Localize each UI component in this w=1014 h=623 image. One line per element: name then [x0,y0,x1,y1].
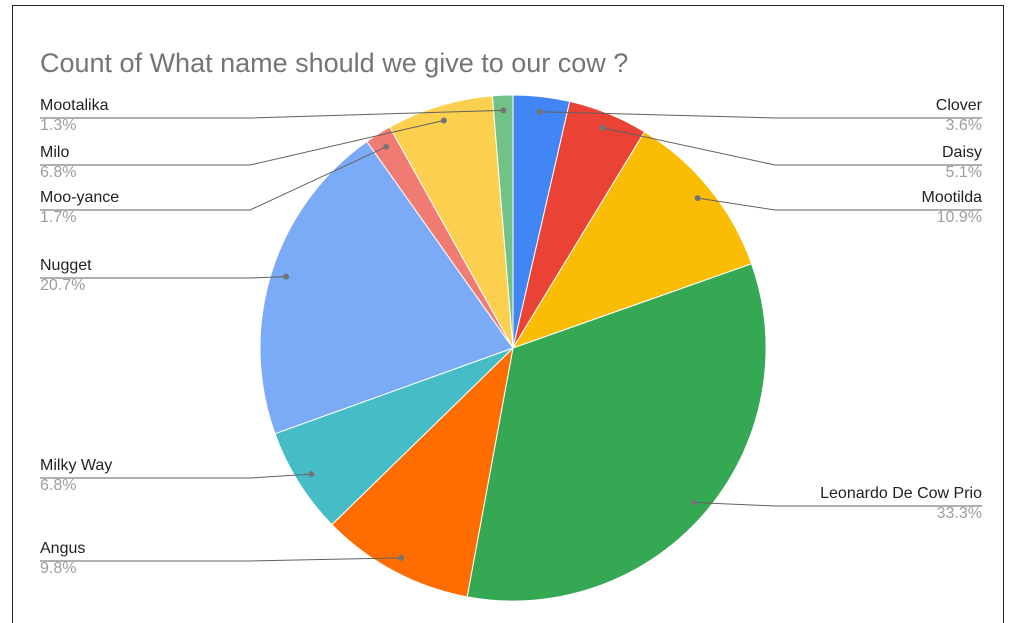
pie-slice [389,95,514,349]
slice-label: Mootalika [40,97,109,114]
slice-label: Angus [40,540,85,557]
slice-value-label: 20.7% [40,277,85,294]
leader-dot [440,117,447,124]
leader-line [40,557,402,562]
leader-line [40,119,444,166]
slice-label: Milky Way [40,457,112,474]
leader-line [539,111,982,119]
slice-value-label: 5.1% [946,164,982,181]
slice-label: Milo [40,144,69,161]
chart-title: Count of What name should we give to our… [40,48,628,78]
slice-value-label: 3.6% [946,117,982,134]
labels: Clover 3.6% Daisy 5.1% Mootilda 10.9% Leonardo… [40,97,983,577]
slice-value-label: 6.8% [40,164,76,181]
leader-dot [536,108,543,115]
pie-slice [491,94,514,349]
slice-value-label: 6.8% [40,477,76,494]
slice-value-label: 1.3% [40,117,76,134]
pie [259,94,767,602]
leader-dot [599,124,606,131]
leader-line [693,501,982,507]
leader-dot [690,499,697,506]
pie-slice [274,347,514,526]
leader-line [40,109,504,119]
leader-dot [694,195,701,202]
pie-slice [466,263,767,602]
leader-line [40,473,312,479]
slice-label: Nugget [40,257,92,274]
slice-label: Moo-yance [40,189,119,206]
leader-dot [383,143,390,150]
slice-value-label: 10.9% [937,209,982,226]
leader-line [602,127,982,166]
slice-label: Leonardo De Cow Prio [820,485,982,502]
leader-line [40,146,387,211]
leader-line [40,276,287,279]
pie-slice [259,140,514,435]
slice-value-label: 9.8% [40,560,76,577]
leader-dot [500,107,507,114]
leader-dot [398,554,405,561]
leader-dot [308,471,315,478]
leader-dot [283,273,290,280]
slice-label: Mootilda [922,189,983,206]
leader-line [697,197,982,211]
slice-value-label: 33.3% [937,505,982,522]
slice-label: Daisy [942,144,982,161]
slice-label: Clover [936,97,983,114]
slice-value-label: 1.7% [40,209,76,226]
pie-slice [331,346,514,598]
